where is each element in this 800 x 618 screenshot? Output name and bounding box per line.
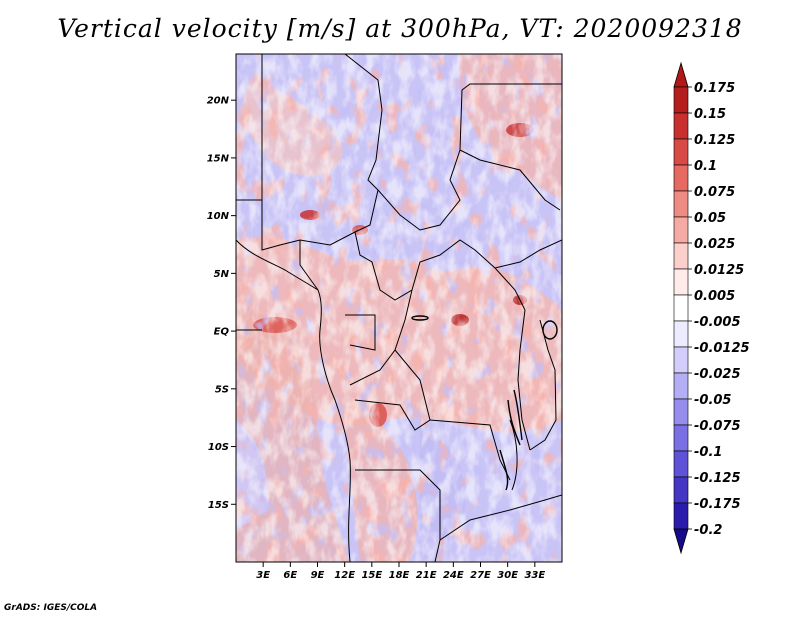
colorbar-label: -0.1 (694, 445, 722, 460)
colorbar-label: 0.125 (694, 133, 735, 148)
colorbar-box (673, 164, 689, 192)
lat-tick-label: 15S (208, 500, 229, 511)
colorbar-label: 0.0125 (694, 263, 744, 278)
colorbar-label: -0.025 (694, 367, 741, 382)
colorbar-label: -0.175 (694, 497, 741, 512)
colorbar-label: -0.0125 (694, 341, 750, 356)
lon-tick-label: 27E (470, 570, 491, 581)
lon-tick-label: 24E (443, 570, 464, 581)
colorbar-label: 0.025 (694, 237, 735, 252)
colorbar-label: 0.075 (694, 185, 735, 200)
colorbar-box (673, 86, 689, 114)
colorbar-label: -0.125 (694, 471, 741, 486)
colorbar-label: 0.05 (694, 211, 726, 226)
grads-credit: GrADS: IGES/COLA (4, 603, 98, 613)
lon-tick-label: 6E (283, 570, 297, 581)
colorbar-box (673, 502, 689, 530)
colorbar-box (673, 138, 689, 166)
colorbar-label: 0.15 (694, 107, 726, 122)
lat-tick-label: 10N (207, 211, 230, 222)
colorbar-box (673, 320, 689, 348)
lon-tick-label: 3E (256, 570, 270, 581)
colorbar-label: 0.175 (694, 81, 735, 96)
lon-tick-label: 30E (497, 570, 518, 581)
lon-tick-label: 9E (311, 570, 325, 581)
colorbar-label: -0.05 (694, 393, 731, 408)
lat-tick-label: 20N (207, 96, 230, 107)
lat-tick-label: 15N (207, 153, 230, 164)
lakes (411, 315, 558, 491)
lat-tick-label: 5N (214, 269, 230, 280)
colorbar-box (673, 346, 689, 374)
lat-tick-label: EQ (214, 327, 230, 338)
colorbar-box (673, 190, 689, 218)
colorbar-box (673, 372, 689, 400)
colorbar-box (673, 294, 689, 322)
lon-tick-label: 21E (416, 570, 437, 581)
vertical-velocity-field (236, 54, 562, 562)
lat-tick-label: 10S (208, 442, 229, 453)
colorbar-label: -0.2 (694, 523, 722, 538)
colorbar-box (673, 112, 689, 140)
colorbar-label: 0.005 (694, 289, 735, 304)
colorbar-bottom-arrow (673, 528, 689, 555)
colorbar-box (673, 268, 689, 296)
map-title: Vertical velocity [m/s] at 300hPa, VT: 2… (57, 14, 743, 43)
lon-tick-label: 15E (361, 570, 382, 581)
latitude-axis: 20N 15N 10N 5N EQ 5S 10S 15S (207, 96, 236, 511)
lon-tick-label: 12E (334, 570, 355, 581)
lon-tick-label: 18E (389, 570, 410, 581)
lon-tick-label: 33E (524, 570, 545, 581)
colorbar-box (673, 216, 689, 244)
colorbar: 0.175 0.15 0.125 0.1 0.075 0.05 0.025 0.0125 0.0… (673, 61, 750, 555)
colorbar-box (673, 450, 689, 478)
colorbar-top-arrow (673, 61, 689, 88)
colorbar-label: -0.075 (694, 419, 741, 434)
colorbar-box (673, 476, 689, 504)
lat-tick-label: 5S (215, 384, 229, 395)
longitude-axis: 3E 6E 9E 12E 15E 18E 21E 24E 27E 30E 33E (256, 562, 545, 581)
coastlines-and-borders (236, 54, 562, 562)
colorbar-box (673, 424, 689, 452)
colorbar-box (673, 398, 689, 426)
colorbar-label: 0.1 (694, 159, 717, 174)
colorbar-box (673, 242, 689, 270)
colorbar-label: -0.005 (694, 315, 741, 330)
